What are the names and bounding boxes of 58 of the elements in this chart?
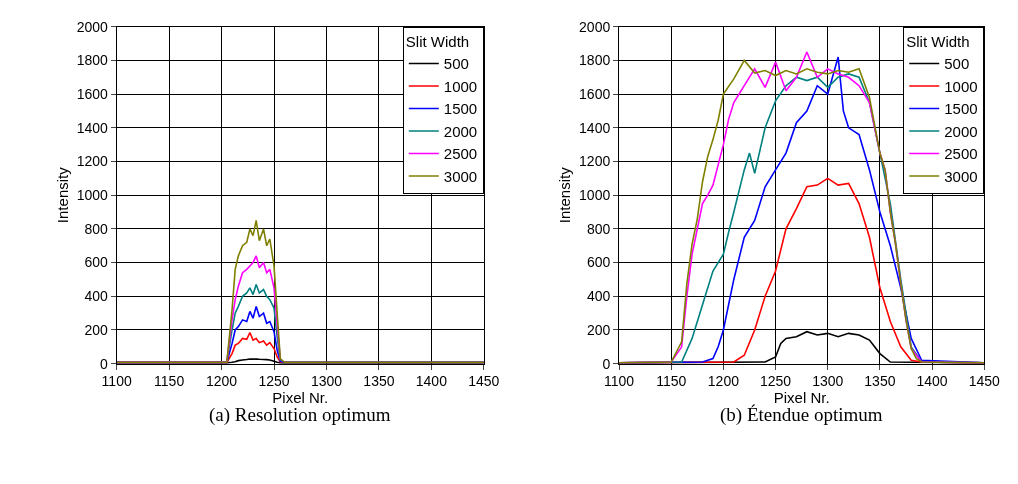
legend-label: 1000 <box>944 77 978 95</box>
legend-label: 1500 <box>443 100 478 118</box>
text: (b) Étendue optimum <box>720 404 883 426</box>
y-tick-label: 0 <box>602 355 611 372</box>
legend-label: 2500 <box>443 145 478 163</box>
x-axis-title: Pixel Nr. <box>272 389 329 407</box>
text: (a) Resolution optimum <box>209 404 391 426</box>
x-tick-label: 1100 <box>603 373 635 390</box>
y-tick-label: 1200 <box>579 153 611 170</box>
x-tick-label: 1200 <box>205 373 238 390</box>
legend-label: 3000 <box>443 167 478 185</box>
x-tick-label: 1250 <box>759 373 792 390</box>
y-tick-label: 200 <box>84 321 109 338</box>
legend-label: 3000 <box>944 167 978 185</box>
x-tick-label: 1250 <box>258 373 290 390</box>
y-tick-label: 600 <box>84 254 109 271</box>
x-tick-label: 1100 <box>101 373 132 390</box>
legend-label: 2000 <box>443 122 478 140</box>
x-tick-label: 1300 <box>812 373 844 390</box>
legend-label: 500 <box>443 55 469 73</box>
x-tick-label: 1150 <box>154 373 185 390</box>
y-tick-label: 1200 <box>76 153 109 170</box>
y-tick-label: 600 <box>586 254 611 271</box>
y-tick-label: 2000 <box>579 18 611 35</box>
y-tick-label: 1000 <box>579 187 611 204</box>
x-tick-label: 1450 <box>968 373 1001 390</box>
y-tick-label: 800 <box>84 220 109 237</box>
y-tick-label: 200 <box>586 321 611 338</box>
y-tick-label: 1400 <box>579 119 611 136</box>
x-tick-label: 1150 <box>656 373 687 390</box>
y-tick-label: 2000 <box>76 18 109 35</box>
legend-label: 500 <box>944 55 970 73</box>
x-axis-title: Pixel Nr. <box>773 389 830 407</box>
y-tick-label: 1600 <box>579 86 611 103</box>
y-tick-label: 800 <box>586 220 611 237</box>
y-tick-label: 400 <box>586 288 611 305</box>
x-tick-label: 1400 <box>415 373 448 390</box>
x-tick-label: 1350 <box>864 373 896 390</box>
legend-label: 2000 <box>944 122 978 140</box>
x-tick-label: 1400 <box>916 373 948 390</box>
y-tick-label: 0 <box>100 355 109 372</box>
y-axis-title: Intensity <box>53 166 71 224</box>
y-tick-label: 1800 <box>76 52 109 69</box>
x-tick-label: 1300 <box>310 373 343 390</box>
legend-title: Slit Width <box>405 33 470 51</box>
y-tick-label: 1600 <box>76 86 109 103</box>
x-tick-label: 1350 <box>363 373 395 390</box>
y-axis-title: Intensity <box>556 166 574 224</box>
legend-label: 2500 <box>944 145 978 163</box>
x-tick-label: 1200 <box>707 373 740 390</box>
legend-label: 1500 <box>944 100 978 118</box>
y-tick-label: 1400 <box>76 119 109 136</box>
y-tick-label: 400 <box>84 288 109 305</box>
y-tick-label: 1800 <box>579 52 611 69</box>
x-tick-label: 1450 <box>468 373 500 390</box>
legend-title: Slit Width <box>906 33 970 51</box>
y-tick-label: 1000 <box>76 187 109 204</box>
legend-label: 1000 <box>443 77 478 95</box>
